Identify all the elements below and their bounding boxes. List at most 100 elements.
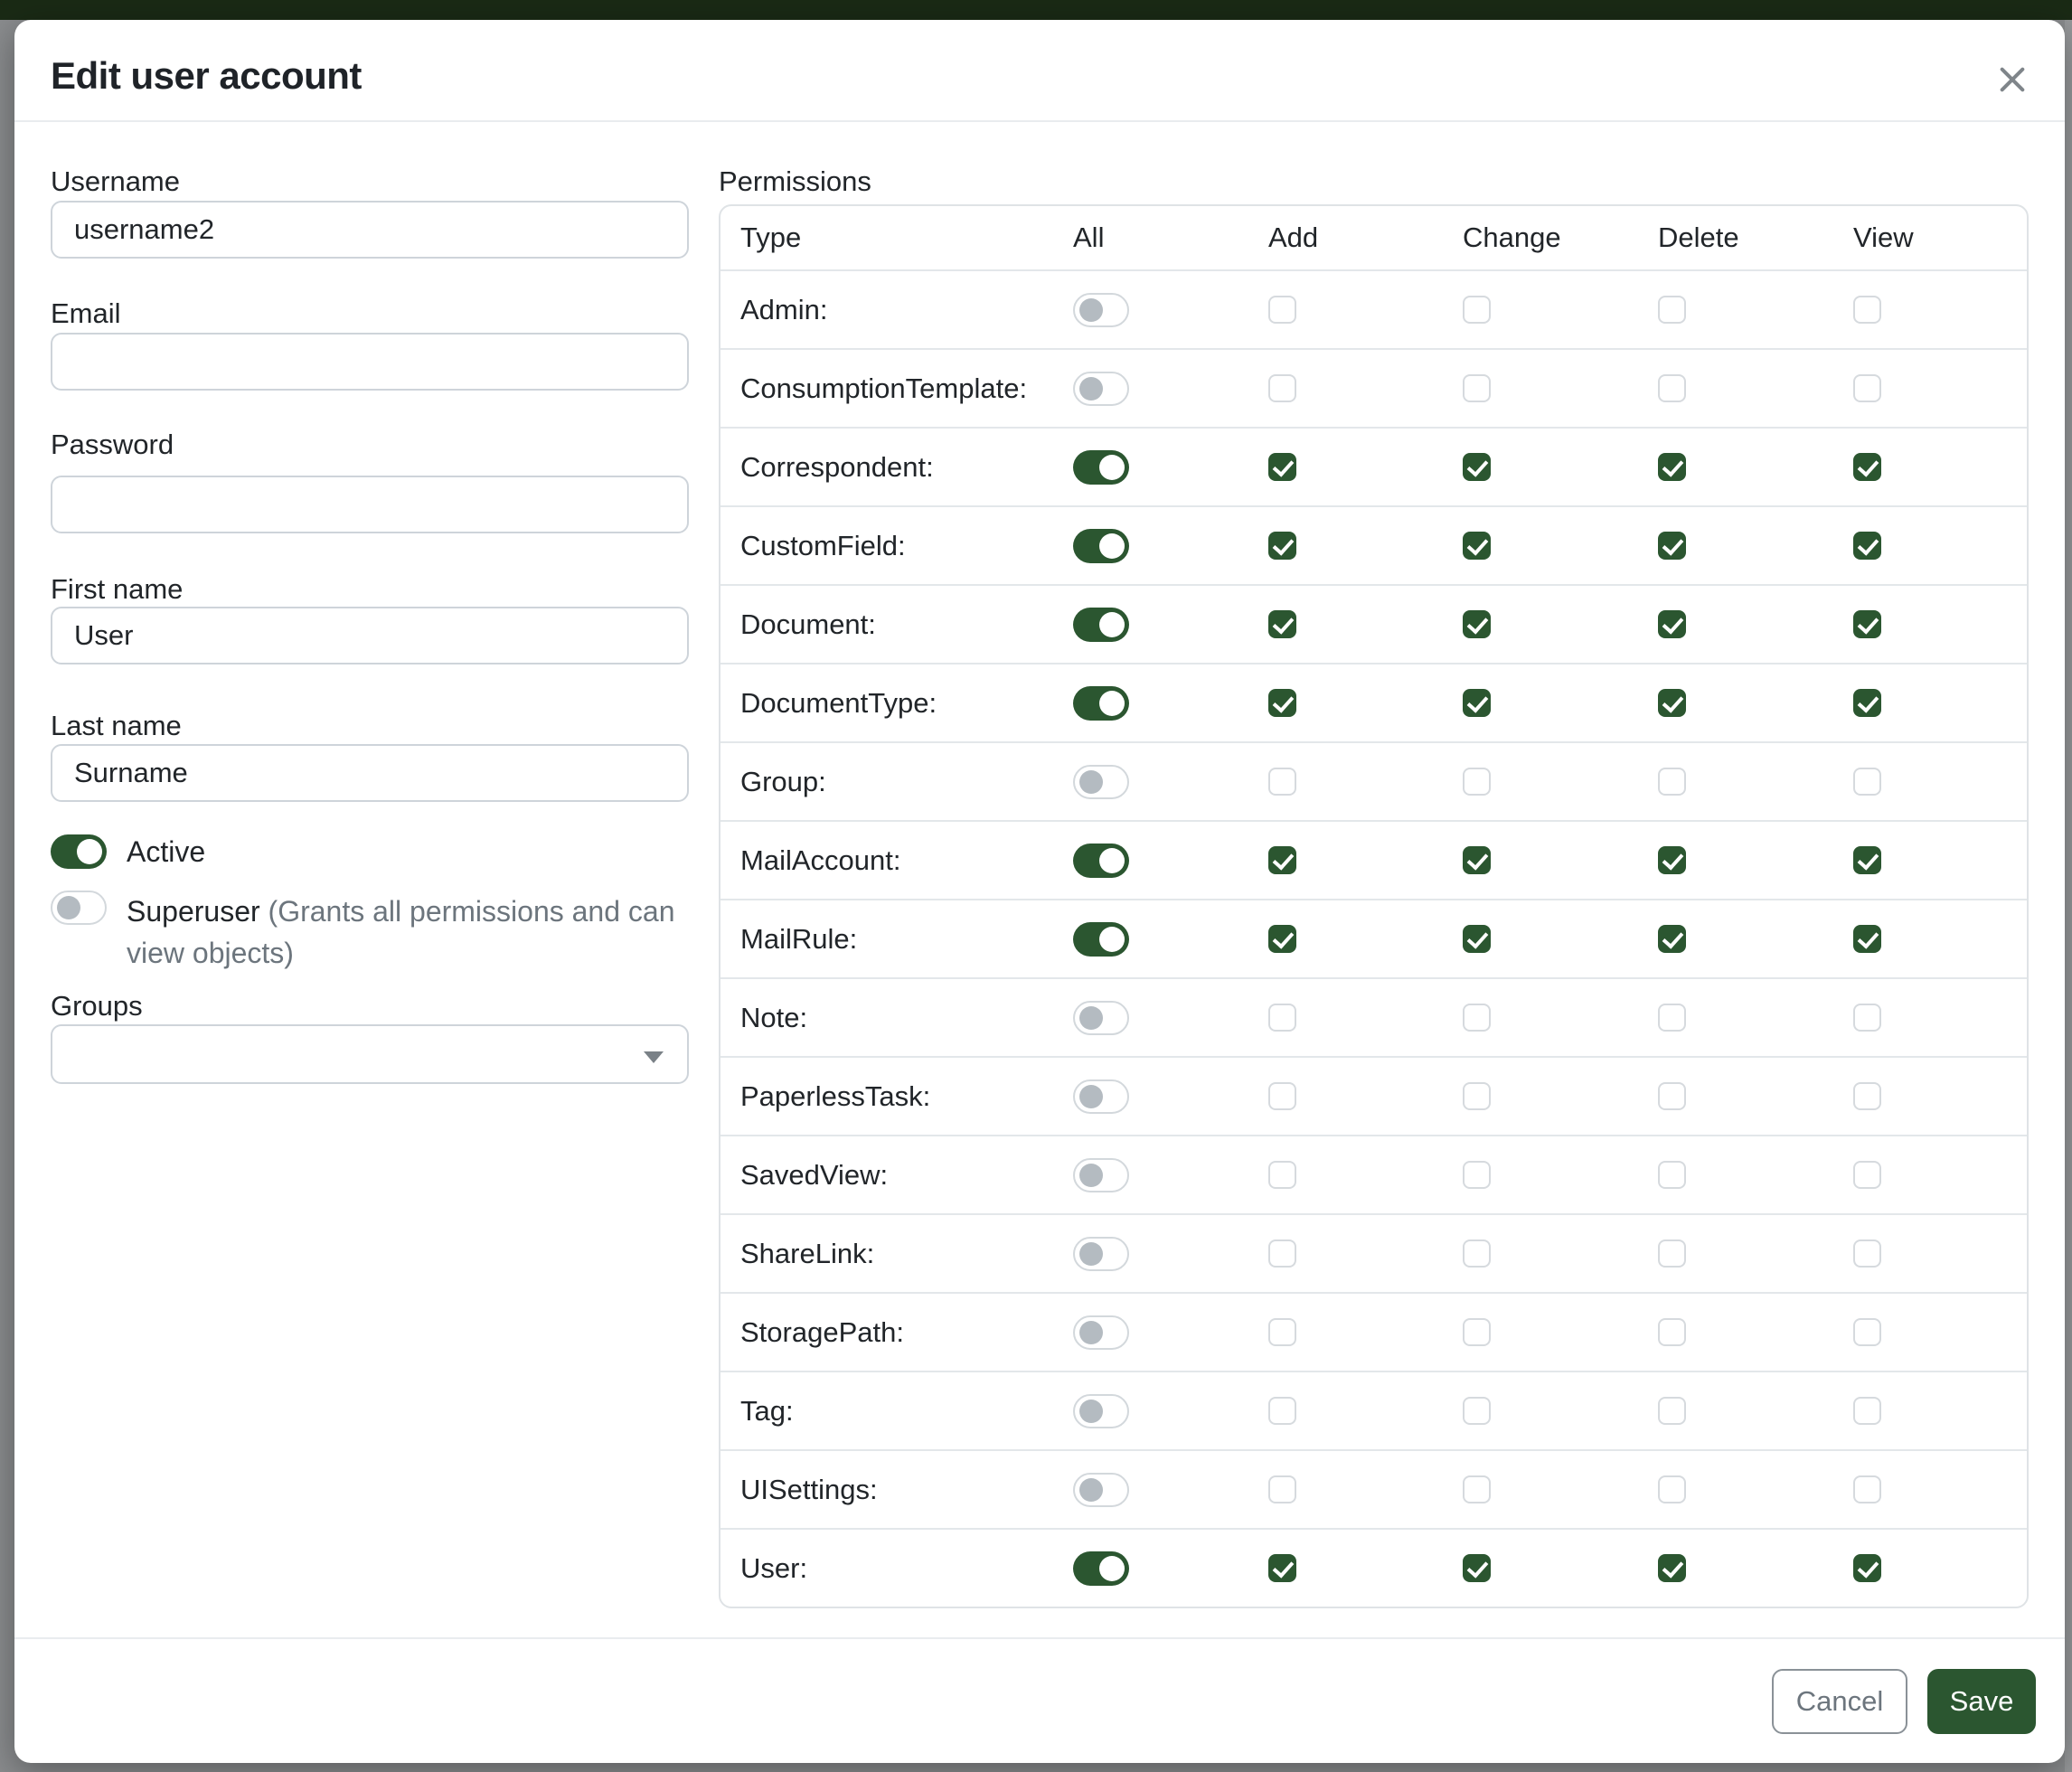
permission-add-checkbox[interactable] <box>1268 1554 1296 1582</box>
permission-add-checkbox[interactable] <box>1268 1004 1296 1032</box>
permission-delete-checkbox[interactable] <box>1658 532 1686 560</box>
permission-add-checkbox[interactable] <box>1268 846 1296 874</box>
permission-change-checkbox[interactable] <box>1463 532 1491 560</box>
permission-view-checkbox[interactable] <box>1853 846 1881 874</box>
permission-change-checkbox[interactable] <box>1463 374 1491 402</box>
permission-all-toggle[interactable] <box>1073 1236 1129 1271</box>
permission-change-checkbox[interactable] <box>1463 1082 1491 1110</box>
permission-change-checkbox[interactable] <box>1463 1397 1491 1425</box>
superuser-toggle[interactable] <box>51 891 107 925</box>
last-name-input[interactable] <box>51 744 689 802</box>
save-button[interactable]: Save <box>1927 1668 2036 1734</box>
cancel-button[interactable]: Cancel <box>1772 1668 1907 1734</box>
username-input[interactable] <box>51 201 689 259</box>
permission-add-checkbox[interactable] <box>1268 610 1296 638</box>
permission-add-checkbox[interactable] <box>1268 1475 1296 1503</box>
permission-view-checkbox[interactable] <box>1853 925 1881 953</box>
permission-delete-checkbox[interactable] <box>1658 1239 1686 1268</box>
permission-change-checkbox[interactable] <box>1463 453 1491 481</box>
permission-change-checkbox[interactable] <box>1463 1239 1491 1268</box>
permission-delete-checkbox[interactable] <box>1658 768 1686 796</box>
permission-delete-checkbox[interactable] <box>1658 610 1686 638</box>
permission-change-checkbox[interactable] <box>1463 296 1491 324</box>
email-input[interactable] <box>51 333 689 391</box>
permission-change-checkbox[interactable] <box>1463 846 1491 874</box>
permission-change-checkbox[interactable] <box>1463 689 1491 717</box>
permission-view-checkbox[interactable] <box>1853 1004 1881 1032</box>
permission-add-checkbox[interactable] <box>1268 1239 1296 1268</box>
permission-add-checkbox[interactable] <box>1268 374 1296 402</box>
permission-view-checkbox[interactable] <box>1853 1161 1881 1189</box>
permission-all-toggle[interactable] <box>1073 292 1129 327</box>
permission-add-checkbox[interactable] <box>1268 453 1296 481</box>
permission-delete-checkbox[interactable] <box>1658 1082 1686 1110</box>
dropdown-caret-icon <box>644 1051 664 1063</box>
permission-change-checkbox[interactable] <box>1463 1475 1491 1503</box>
permission-all-toggle[interactable] <box>1073 1315 1129 1350</box>
permission-all-toggle[interactable] <box>1073 764 1129 799</box>
permission-delete-checkbox[interactable] <box>1658 1318 1686 1346</box>
permission-view-checkbox[interactable] <box>1853 453 1881 481</box>
permission-change-checkbox[interactable] <box>1463 1554 1491 1582</box>
permission-change-checkbox[interactable] <box>1463 1318 1491 1346</box>
permission-view-checkbox[interactable] <box>1853 1475 1881 1503</box>
permission-view-checkbox[interactable] <box>1853 768 1881 796</box>
permission-view-checkbox[interactable] <box>1853 689 1881 717</box>
permission-type-label: DocumentType: <box>740 686 937 719</box>
permission-type-label: StoragePath: <box>740 1315 904 1348</box>
permission-view-checkbox[interactable] <box>1853 610 1881 638</box>
permission-all-toggle[interactable] <box>1073 371 1129 406</box>
permission-all-toggle[interactable] <box>1073 843 1129 878</box>
permission-change-checkbox[interactable] <box>1463 925 1491 953</box>
permission-all-toggle[interactable] <box>1073 1472 1129 1507</box>
permission-delete-checkbox[interactable] <box>1658 1397 1686 1425</box>
permission-all-toggle[interactable] <box>1073 1550 1129 1586</box>
permission-change-checkbox[interactable] <box>1463 1161 1491 1189</box>
permission-delete-checkbox[interactable] <box>1658 296 1686 324</box>
permission-delete-checkbox[interactable] <box>1658 1161 1686 1189</box>
permission-view-checkbox[interactable] <box>1853 296 1881 324</box>
permission-view-checkbox[interactable] <box>1853 374 1881 402</box>
permission-add-checkbox[interactable] <box>1268 689 1296 717</box>
permission-delete-checkbox[interactable] <box>1658 1475 1686 1503</box>
close-icon[interactable] <box>1992 60 2032 99</box>
permission-view-checkbox[interactable] <box>1853 1082 1881 1110</box>
permission-add-checkbox[interactable] <box>1268 1161 1296 1189</box>
permission-delete-checkbox[interactable] <box>1658 846 1686 874</box>
permission-type-label: SavedView: <box>740 1158 889 1191</box>
permission-delete-checkbox[interactable] <box>1658 925 1686 953</box>
permission-view-checkbox[interactable] <box>1853 1397 1881 1425</box>
permission-delete-checkbox[interactable] <box>1658 1554 1686 1582</box>
permission-add-checkbox[interactable] <box>1268 532 1296 560</box>
permission-all-toggle[interactable] <box>1073 1157 1129 1192</box>
permission-add-checkbox[interactable] <box>1268 1397 1296 1425</box>
permission-add-checkbox[interactable] <box>1268 925 1296 953</box>
permission-change-checkbox[interactable] <box>1463 768 1491 796</box>
permission-view-checkbox[interactable] <box>1853 1318 1881 1346</box>
permission-all-toggle[interactable] <box>1073 607 1129 642</box>
permission-delete-checkbox[interactable] <box>1658 1004 1686 1032</box>
permission-all-toggle[interactable] <box>1073 1079 1129 1114</box>
first-name-input[interactable] <box>51 607 689 664</box>
permission-change-checkbox[interactable] <box>1463 1004 1491 1032</box>
permission-add-checkbox[interactable] <box>1268 768 1296 796</box>
permission-all-toggle[interactable] <box>1073 921 1129 957</box>
password-input[interactable] <box>51 476 689 533</box>
permission-view-checkbox[interactable] <box>1853 1239 1881 1268</box>
permission-add-checkbox[interactable] <box>1268 1318 1296 1346</box>
permission-add-checkbox[interactable] <box>1268 1082 1296 1110</box>
permission-delete-checkbox[interactable] <box>1658 374 1686 402</box>
permission-all-toggle[interactable] <box>1073 449 1129 485</box>
permission-all-toggle[interactable] <box>1073 685 1129 721</box>
permission-all-toggle[interactable] <box>1073 528 1129 563</box>
groups-select[interactable] <box>51 1024 689 1084</box>
permission-view-checkbox[interactable] <box>1853 532 1881 560</box>
permission-add-checkbox[interactable] <box>1268 296 1296 324</box>
permission-all-toggle[interactable] <box>1073 1393 1129 1428</box>
permission-change-checkbox[interactable] <box>1463 610 1491 638</box>
permission-delete-checkbox[interactable] <box>1658 453 1686 481</box>
permission-all-toggle[interactable] <box>1073 1000 1129 1035</box>
permission-delete-checkbox[interactable] <box>1658 689 1686 717</box>
permission-view-checkbox[interactable] <box>1853 1554 1881 1582</box>
active-toggle[interactable] <box>51 834 107 869</box>
